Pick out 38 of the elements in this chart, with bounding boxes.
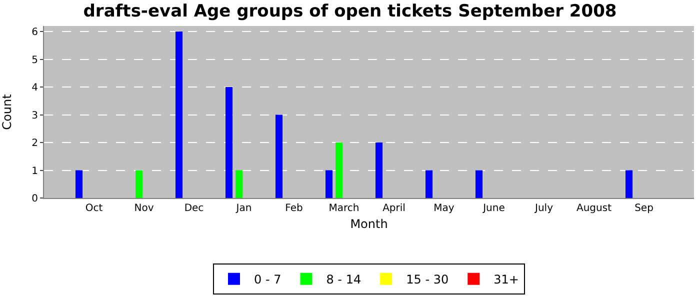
x-tick-label: Oct [85, 203, 103, 214]
legend-label: 8 - 14 [326, 272, 362, 287]
y-tick-label: 4 [32, 82, 38, 94]
bar [76, 170, 82, 198]
y-tick-label: 6 [32, 27, 38, 38]
bar [136, 170, 142, 198]
x-tick-label: June [482, 203, 505, 214]
bar [226, 87, 232, 198]
y-axis-title: Count [0, 94, 14, 130]
x-tick-label: Feb [285, 203, 303, 214]
x-axis-title: Month [350, 216, 388, 231]
bar [176, 32, 182, 198]
bar [626, 170, 632, 198]
bar [426, 170, 432, 198]
y-tick-label: 1 [32, 166, 38, 177]
legend-label: 31+ [494, 272, 519, 287]
x-tick-label: July [534, 203, 554, 214]
x-tick-label: Dec [184, 203, 204, 214]
bar [326, 170, 332, 198]
legend-label: 15 - 30 [406, 272, 449, 287]
x-tick-label: August [576, 203, 612, 214]
x-tick-label: April [382, 203, 406, 214]
x-tick-label: Nov [134, 203, 154, 214]
bar [476, 170, 482, 198]
y-tick-label: 2 [32, 138, 38, 150]
x-tick-label: Jan [235, 203, 252, 214]
bar [336, 142, 342, 198]
bar [276, 114, 282, 198]
x-tick-label: May [434, 203, 454, 214]
bar [376, 142, 382, 198]
x-tick-label: March [328, 203, 360, 214]
y-tick-label: 5 [32, 54, 38, 66]
y-tick-label: 3 [32, 110, 38, 122]
chart-title: drafts-eval Age groups of open tickets September 2008 [83, 1, 617, 22]
bar [236, 170, 242, 198]
legend-label: 0 - 7 [254, 272, 282, 287]
y-tick-label: 0 [32, 194, 38, 204]
x-tick-label: Sep [634, 203, 654, 214]
